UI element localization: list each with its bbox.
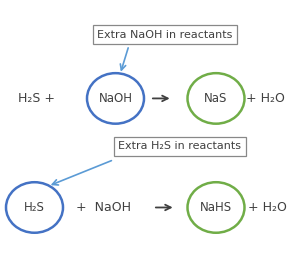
Text: NaS: NaS bbox=[204, 92, 228, 105]
Text: H₂S: H₂S bbox=[24, 201, 45, 214]
Text: NaHS: NaHS bbox=[200, 201, 232, 214]
Text: +  NaOH: + NaOH bbox=[76, 201, 131, 214]
Text: H₂S +: H₂S + bbox=[18, 92, 55, 105]
Text: NaOH: NaOH bbox=[98, 92, 133, 105]
Text: + H₂O: + H₂O bbox=[246, 92, 285, 105]
Text: + H₂O: + H₂O bbox=[248, 201, 286, 214]
Text: Extra NaOH in reactants: Extra NaOH in reactants bbox=[97, 30, 233, 40]
Text: Extra H₂S in reactants: Extra H₂S in reactants bbox=[118, 141, 242, 151]
